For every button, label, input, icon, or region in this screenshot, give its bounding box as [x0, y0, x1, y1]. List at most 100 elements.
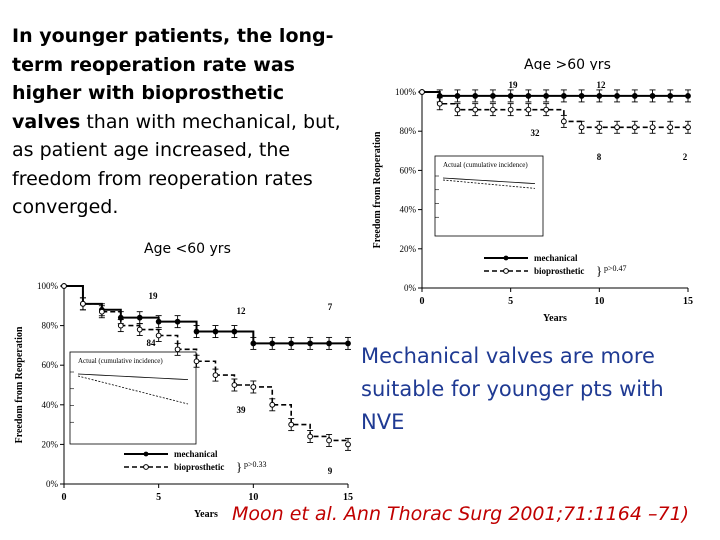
x-tick-label: 5 — [156, 492, 161, 503]
risk-annotation: 39 — [237, 405, 247, 415]
x-tick-label: 5 — [508, 296, 513, 307]
chart-age-under-60: 0% 20% 40% 60% 80% 100% 0 5 10 15 Years Freedom fro… — [8, 272, 360, 522]
risk-annotation: 2 — [683, 152, 688, 162]
data-point-bioprosthetic — [560, 118, 567, 125]
chart-svg-over-60: 0% 20% 40% 60% 80% 100% 0 5 10 15 Years Freedom fro… — [372, 80, 693, 324]
data-point-bioprosthetic — [307, 433, 314, 440]
inset-box — [434, 155, 544, 237]
intro-rest: than with mechanical, but, as patient ag… — [12, 110, 341, 219]
data-point-mechanical — [543, 93, 550, 99]
data-point-mechanical — [507, 93, 514, 99]
data-point-bioprosthetic — [212, 372, 219, 378]
inset-curve-mechanical — [77, 373, 189, 380]
series-line-bioprosthetic — [64, 285, 349, 445]
data-point-bioprosthetic — [490, 106, 496, 113]
label-age-over-60: Age >60 yrs — [524, 57, 611, 73]
data-point-bioprosthetic — [136, 326, 143, 333]
series-line-bioprosthetic — [422, 91, 688, 129]
data-point-mechanical — [454, 93, 461, 99]
data-point-mechanical — [525, 93, 532, 99]
data-point-bioprosthetic — [525, 106, 532, 113]
intro-bold: In younger patients, the long-term reope… — [12, 25, 334, 133]
data-point-bioprosthetic — [649, 124, 656, 131]
x-tick-label: 0 — [420, 296, 425, 307]
legend-marker-bioprosthetic — [143, 464, 149, 470]
y-tick-label: 60% — [400, 165, 417, 175]
legend-marker-mechanical — [143, 451, 149, 457]
data-point-bioprosthetic — [250, 384, 257, 390]
data-point-mechanical — [193, 328, 200, 335]
risk-annotation: 7 — [328, 302, 333, 312]
series-line-mechanical — [64, 285, 348, 345]
data-point-mechanical — [155, 318, 162, 325]
data-point-mechanical — [631, 93, 638, 99]
y-tick-label: 80% — [42, 321, 59, 331]
legend-label-mechanical: mechanical — [174, 449, 218, 459]
legend-brace: } — [236, 459, 242, 474]
data-point-mechanical — [288, 340, 295, 347]
data-point-mechanical — [667, 93, 674, 99]
data-point-bioprosthetic — [61, 283, 67, 289]
data-point-bioprosthetic — [667, 124, 674, 131]
label-age-under-60: Age <60 yrs — [144, 241, 231, 257]
risk-annotation: 9 — [328, 466, 333, 476]
inset-curve-mechanical — [442, 177, 536, 184]
x-tick-label: 15 — [683, 296, 693, 307]
data-point-mechanical — [326, 340, 332, 347]
data-point-bioprosthetic — [436, 100, 443, 107]
series-line-mechanical — [422, 91, 688, 97]
data-point-bioprosthetic — [419, 89, 425, 95]
data-point-bioprosthetic — [231, 382, 238, 388]
y-tick-label: 100% — [395, 87, 417, 97]
data-point-bioprosthetic — [80, 300, 86, 307]
legend-label-bioprosthetic: bioprosthetic — [174, 462, 224, 472]
data-point-bioprosthetic — [543, 106, 550, 113]
data-point-mechanical — [136, 314, 143, 321]
conclusion-text: Mechanical valves are more suitable for … — [361, 344, 664, 434]
legend-label-bioprosthetic: bioprosthetic — [534, 266, 584, 276]
x-tick-label: 10 — [248, 492, 258, 503]
x-tick-label: 0 — [62, 492, 67, 503]
data-point-mechanical — [614, 93, 620, 99]
legend-brace: } — [596, 263, 602, 278]
data-point-mechanical — [596, 93, 603, 99]
data-point-bioprosthetic — [507, 106, 514, 113]
legend-marker-bioprosthetic — [503, 268, 509, 274]
inset-curve-bioprosthetic — [442, 179, 536, 189]
legend-marker-mechanical — [503, 255, 509, 261]
data-point-bioprosthetic — [98, 308, 105, 315]
y-tick-label: 80% — [400, 126, 417, 136]
data-point-mechanical — [490, 93, 496, 99]
intro-text: In younger patients, the long-term reope… — [12, 22, 357, 222]
risk-annotation: 12 — [237, 306, 247, 316]
y-tick-label: 20% — [400, 244, 417, 254]
data-point-bioprosthetic — [117, 322, 124, 329]
risk-annotation: 12 — [597, 80, 607, 90]
x-tick-label: 15 — [343, 492, 353, 503]
data-point-mechanical — [649, 93, 656, 99]
data-point-bioprosthetic — [578, 124, 585, 131]
data-point-bioprosthetic — [269, 401, 276, 408]
x-axis-title: Years — [194, 509, 218, 520]
data-point-mechanical — [231, 328, 238, 335]
data-point-bioprosthetic — [596, 124, 603, 131]
data-point-bioprosthetic — [326, 437, 332, 444]
y-tick-label: 100% — [37, 281, 59, 291]
y-axis-title: Freedom from Reoperation — [372, 131, 383, 248]
risk-annotation: 8 — [597, 152, 602, 162]
inset-box — [69, 351, 197, 445]
y-tick-label: 20% — [42, 439, 59, 449]
data-point-bioprosthetic — [174, 346, 181, 353]
x-axis-title: Years — [543, 313, 567, 324]
data-point-bioprosthetic — [685, 124, 691, 131]
data-point-mechanical — [174, 318, 181, 325]
risk-annotation: 84 — [147, 338, 157, 348]
y-tick-label: 40% — [400, 205, 417, 215]
data-point-mechanical — [345, 340, 351, 347]
citation-text: Moon et al. Ann Thorac Surg 2001;71:1164… — [232, 503, 690, 525]
data-point-mechanical — [578, 93, 585, 99]
data-point-bioprosthetic — [614, 124, 620, 131]
data-point-bioprosthetic — [631, 124, 638, 131]
data-point-bioprosthetic — [345, 441, 351, 448]
legend-p-value: p>0.47 — [604, 264, 627, 273]
